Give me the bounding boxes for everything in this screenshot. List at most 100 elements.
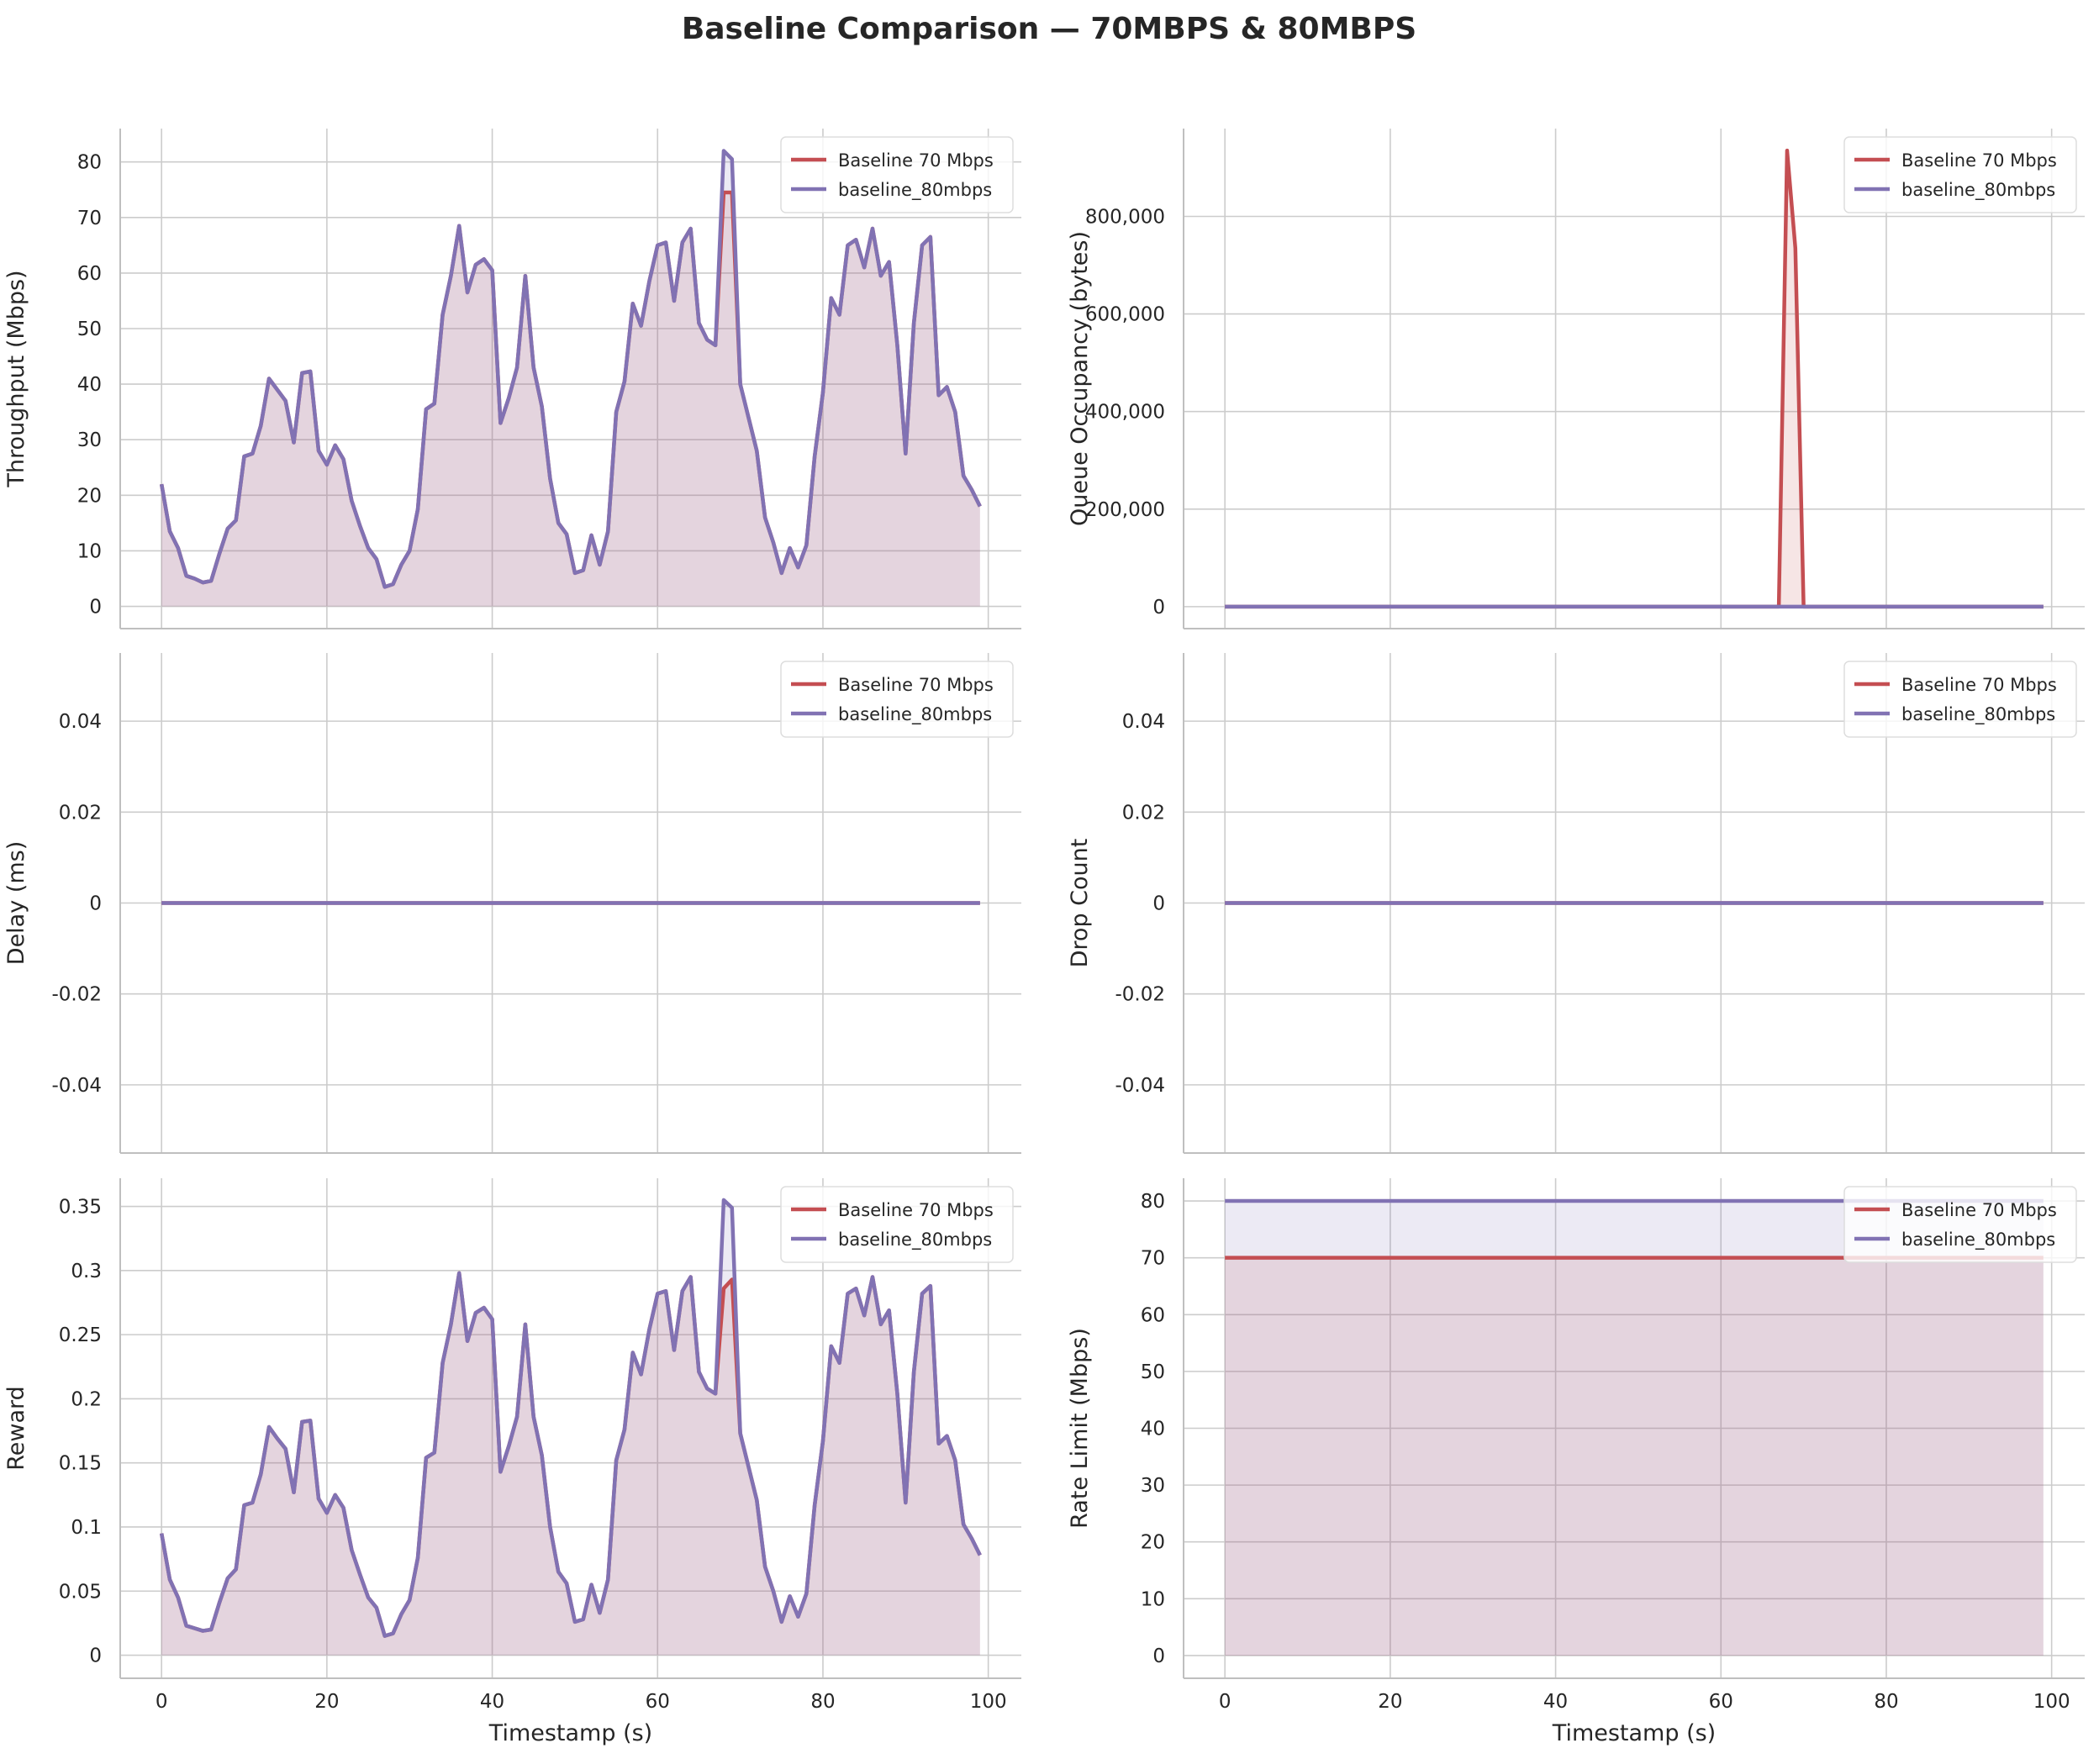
- legend: Baseline 70 Mbps baseline_80mbps: [780, 661, 1014, 738]
- legend-box: [780, 661, 1014, 738]
- y-tick-label: 600,000: [1085, 304, 1165, 326]
- legend-box: [1843, 661, 2077, 738]
- x-tick-label: 80: [1874, 1691, 1898, 1713]
- y-tick-label: 400,000: [1085, 402, 1165, 424]
- x-tick-label: 80: [810, 1691, 835, 1713]
- panel-throughput: 0 10 20 30 40 50 60 70 80 Throughput (Mbps) Baseli…: [3, 129, 1021, 629]
- legend-box: [780, 136, 1014, 213]
- x-tick-label: 20: [314, 1691, 339, 1713]
- x-axis-label: Timestamp (s): [488, 1720, 652, 1746]
- x-axis-label: Timestamp (s): [1552, 1720, 1716, 1746]
- legend-box: [1843, 1186, 2077, 1263]
- y-tick-label: -0.04: [1115, 1075, 1165, 1097]
- y-tick-label: 50: [1141, 1361, 1165, 1383]
- y-tick-label: -0.02: [1115, 984, 1165, 1006]
- y-tick-label: 200,000: [1085, 499, 1165, 521]
- y-axis-label: Rate Limit (Mbps): [1067, 1328, 1093, 1529]
- y-tick-label: -0.02: [51, 984, 102, 1006]
- y-tick-label: 0.35: [59, 1197, 102, 1219]
- y-tick-label: 70: [1141, 1248, 1165, 1270]
- series-line-baseline-70: [1225, 148, 2044, 609]
- y-tick-label: 0.05: [59, 1581, 102, 1603]
- series-fill: [161, 1199, 980, 1656]
- x-tick-label: 100: [2033, 1691, 2070, 1713]
- y-axis-label: Drop Count: [1067, 839, 1093, 968]
- x-tick-label: 100: [970, 1691, 1007, 1713]
- legend: Baseline 70 Mbps baseline_80mbps: [1843, 136, 2077, 213]
- legend-label: baseline_80mbps: [1901, 704, 2055, 725]
- x-tick-label: 0: [156, 1691, 168, 1713]
- y-tick-label: 0.1: [71, 1517, 102, 1539]
- series-fill: [1225, 1257, 2044, 1656]
- legend-box: [1843, 136, 2077, 213]
- x-tick-label: 40: [480, 1691, 504, 1713]
- panel-drop-count: -0.04 -0.02 0 0.02 0.04 Drop Count Baseline 70…: [1067, 653, 2085, 1154]
- legend-label: baseline_80mbps: [838, 180, 992, 201]
- panel-queue-occupancy: 0 200,000 400,000 600,000 800,000 Queue Occup…: [1067, 129, 2085, 629]
- y-tick-label: 0: [1152, 1646, 1165, 1667]
- legend-label: Baseline 70 Mbps: [838, 675, 994, 695]
- subplot-grid: 0 10 20 30 40 50 60 70 80 Throughput (Mbps) Baseli…: [3, 129, 2085, 1746]
- x-tick-label: 20: [1378, 1691, 1402, 1713]
- y-axis-label: Queue Occupancy (bytes): [1067, 231, 1093, 526]
- panel-reward: 0 0.05 0.1 0.15 0.2 0.25 0.3 0.35 0 20 40 60 80 100 Re…: [3, 1178, 1021, 1746]
- y-tick-label: 0.04: [59, 711, 102, 733]
- series-fill: [1225, 150, 2044, 607]
- x-tick-label: 40: [1543, 1691, 1568, 1713]
- legend-label: Baseline 70 Mbps: [1901, 1200, 2057, 1220]
- figure-title: Baseline Comparison — 70MBPS & 80MBPS: [682, 12, 1416, 46]
- y-axis-label: Throughput (Mbps): [3, 270, 29, 487]
- y-tick-label: 0: [89, 1646, 102, 1667]
- legend-label: baseline_80mbps: [838, 1230, 992, 1251]
- legend-label: Baseline 70 Mbps: [1901, 150, 2057, 171]
- legend-label: Baseline 70 Mbps: [838, 150, 994, 171]
- y-tick-label: -0.04: [51, 1075, 102, 1097]
- legend: Baseline 70 Mbps baseline_80mbps: [780, 136, 1014, 213]
- y-tick-label: 30: [77, 429, 102, 451]
- y-tick-label: 20: [1141, 1532, 1165, 1554]
- legend-label: baseline_80mbps: [838, 704, 992, 725]
- y-tick-label: 0.3: [71, 1261, 102, 1282]
- y-tick-label: 0: [89, 893, 102, 915]
- y-tick-label: 0: [89, 597, 102, 619]
- y-tick-label: 0.25: [59, 1324, 102, 1346]
- series-fill: [161, 1272, 980, 1656]
- legend: Baseline 70 Mbps baseline_80mbps: [1843, 661, 2077, 738]
- x-tick-label: 0: [1219, 1691, 1231, 1713]
- x-tick-label: 60: [646, 1691, 670, 1713]
- panel-rate-limit: 0 10 20 30 40 50 60 70 80 0 20 40 60 80 100 Rate Limit …: [1067, 1178, 2085, 1746]
- panel-delay: -0.04 -0.02 0 0.02 0.04 Delay (ms) Baseline 70…: [3, 653, 1021, 1154]
- y-tick-label: 40: [77, 374, 102, 396]
- y-tick-label: 60: [1141, 1304, 1165, 1326]
- legend-label: baseline_80mbps: [1901, 1230, 2055, 1251]
- y-tick-label: 60: [77, 263, 102, 285]
- x-tick-label: 60: [1709, 1691, 1733, 1713]
- legend: Baseline 70 Mbps baseline_80mbps: [780, 1186, 1014, 1263]
- y-tick-label: 40: [1141, 1419, 1165, 1440]
- series-line-baseline-80: [159, 149, 982, 589]
- y-tick-label: 20: [77, 485, 102, 507]
- y-tick-label: 0: [1152, 893, 1165, 915]
- y-tick-label: 80: [77, 152, 102, 174]
- y-tick-label: 0.02: [59, 802, 102, 824]
- series-fill: [161, 150, 980, 607]
- y-tick-label: 0.2: [71, 1388, 102, 1410]
- series-fill: [161, 192, 980, 607]
- y-tick-label: 800,000: [1085, 206, 1165, 228]
- y-tick-label: 10: [1141, 1588, 1165, 1610]
- legend: Baseline 70 Mbps baseline_80mbps: [1843, 1186, 2077, 1263]
- y-tick-label: 50: [77, 319, 102, 340]
- y-tick-label: 0: [1152, 597, 1165, 619]
- y-tick-label: 70: [77, 208, 102, 229]
- legend-label: Baseline 70 Mbps: [838, 1200, 994, 1220]
- series-line-baseline-80: [159, 1198, 982, 1638]
- y-tick-label: 0.15: [59, 1453, 102, 1475]
- y-tick-label: 0.04: [1122, 711, 1165, 733]
- y-axis-label: Delay (ms): [3, 841, 29, 965]
- y-tick-label: 80: [1141, 1191, 1165, 1213]
- y-tick-label: 30: [1141, 1475, 1165, 1497]
- series-fill: [1225, 1201, 2044, 1656]
- y-tick-label: 0.02: [1122, 802, 1165, 824]
- legend-label: baseline_80mbps: [1901, 180, 2055, 201]
